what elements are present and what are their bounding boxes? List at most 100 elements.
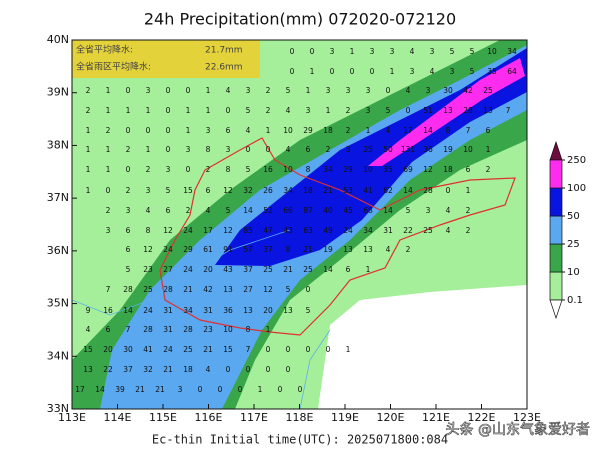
station-value: 1 [126, 106, 131, 115]
station-value: 1 [106, 106, 111, 115]
info-value: 22.6mm [205, 63, 243, 73]
station-values: 0 0 3 1 3 3 4 3 5 5 10 34 300 1 0 0 0 1 3 4 3 5 35 64 502 1 0 3 0 0 1 4… [75, 47, 537, 394]
station-value: 28 [123, 285, 133, 294]
station-value: 5 [450, 47, 455, 56]
station-value: 87 [303, 206, 313, 215]
station-value: 41 [143, 345, 153, 354]
station-value: 4 [386, 245, 391, 254]
y-tick-label: 39N [47, 86, 69, 99]
station-value: 27 [163, 265, 173, 274]
y-tick-label: 37N [47, 191, 69, 204]
station-value: 5 [246, 165, 251, 174]
station-value: 0 [126, 165, 131, 174]
station-value: 2 [346, 126, 351, 135]
station-value: 24 [163, 345, 173, 354]
station-value: 24 [143, 306, 153, 315]
station-value: 4 [146, 206, 151, 215]
station-value: 1 [86, 186, 91, 195]
station-value: 30 [527, 47, 537, 56]
station-value: 28 [183, 325, 193, 334]
station-value: 13 [223, 285, 233, 294]
station-value: 25 [363, 145, 373, 154]
legend-label: 25 [567, 239, 580, 250]
station-value: 10 [283, 165, 293, 174]
footer: Ec-thin Initial time(UTC): 2025071800:08… [152, 433, 448, 447]
station-value: 3 [430, 47, 435, 56]
station-value: 1 [346, 345, 351, 354]
station-value: 14 [123, 306, 133, 315]
station-value: 0 [246, 365, 251, 374]
station-value: 12 [263, 285, 273, 294]
station-value: 37 [123, 365, 133, 374]
y-tick-label: 34N [47, 349, 69, 362]
station-value: 21 [135, 385, 145, 394]
station-value: 13 [83, 365, 93, 374]
station-value: 0 [266, 145, 271, 154]
x-tick-label: 121E [422, 411, 450, 424]
info-value: 21.7mm [205, 46, 243, 56]
station-value: 16 [263, 165, 273, 174]
station-value: 15 [83, 345, 93, 354]
station-value: 0 [310, 47, 315, 56]
station-value: 1 [86, 145, 91, 154]
station-value: 12 [423, 165, 433, 174]
station-value: 0 [306, 345, 311, 354]
station-value: 2 [86, 86, 91, 95]
station-value: 2 [146, 165, 151, 174]
station-value: 1 [86, 165, 91, 174]
station-value: 3 [206, 126, 211, 135]
legend-cap-bottom [549, 299, 563, 320]
station-value: 24 [343, 226, 353, 235]
station-value: 22 [103, 365, 113, 374]
station-value: 15 [223, 345, 233, 354]
station-value: 6 [306, 145, 311, 154]
station-value: 0 [166, 126, 171, 135]
station-value: 1 [186, 106, 191, 115]
legend-label: 250 [567, 155, 586, 166]
station-value: 13 [443, 106, 453, 115]
station-value: 2 [486, 165, 491, 174]
station-value: 24 [183, 226, 193, 235]
station-value: 6 [126, 226, 131, 235]
station-value: 32 [143, 365, 153, 374]
station-value: 30 [443, 86, 453, 95]
precip-field: 0 0 3 1 3 3 4 3 5 5 10 34 300 1 0 0 0 1 3 4 3 5 35 64 502 1 0 3 0 0 1 4… [72, 40, 537, 409]
station-value: 34 [323, 165, 333, 174]
station-value: 6 [106, 325, 111, 334]
legend-box [549, 243, 563, 273]
station-value: 5 [286, 86, 291, 95]
station-value: 0 [350, 67, 355, 76]
x-tick-label: 119E [331, 411, 359, 424]
legend-label: 0.1 [567, 295, 583, 306]
station-value: 25 [143, 285, 153, 294]
station-value: 36 [423, 145, 433, 154]
station-value: 1 [326, 106, 331, 115]
station-value: 1 [106, 145, 111, 154]
station-value: 6 [226, 126, 231, 135]
station-value: 16 [103, 306, 113, 315]
station-value: 0 [326, 345, 331, 354]
station-value: 0 [278, 385, 283, 394]
station-value: 85 [243, 226, 253, 235]
station-value: 0 [166, 106, 171, 115]
station-value: 25 [423, 226, 433, 235]
station-value: 34 [507, 47, 517, 56]
station-value: 14 [95, 385, 105, 394]
station-value: 4 [86, 325, 91, 334]
station-value: 14 [243, 206, 253, 215]
station-value: 34 [363, 226, 373, 235]
station-value: 43 [283, 226, 293, 235]
station-value: 47 [263, 226, 273, 235]
station-value: 2 [126, 145, 131, 154]
station-value: 52 [263, 206, 273, 215]
station-value: 25 [303, 265, 313, 274]
station-value: 10 [283, 126, 293, 135]
station-value: 64 [507, 67, 517, 76]
station-value: 0 [290, 67, 295, 76]
station-value: 2 [186, 206, 191, 215]
station-value: 0 [166, 145, 171, 154]
area-magenta [368, 58, 525, 166]
station-value: 0 [266, 345, 271, 354]
station-value: 21 [323, 186, 333, 195]
